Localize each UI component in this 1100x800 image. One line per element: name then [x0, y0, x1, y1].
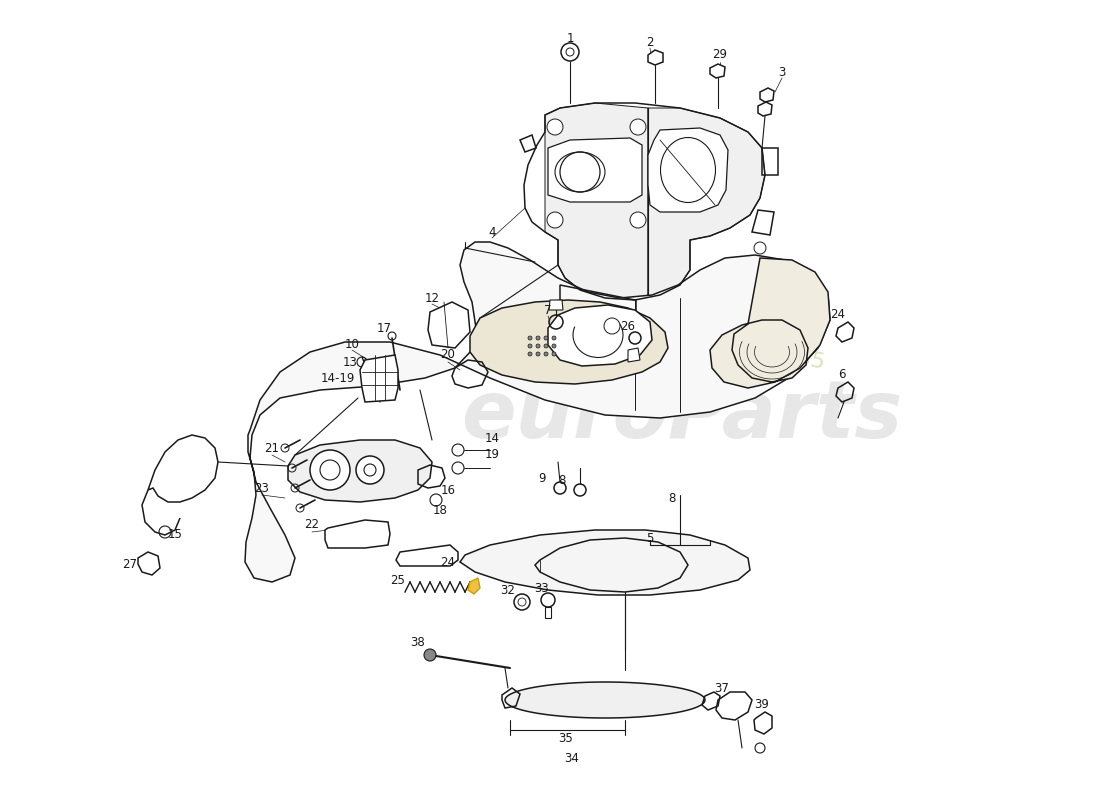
Polygon shape	[548, 305, 652, 366]
Text: 38: 38	[410, 635, 426, 649]
Circle shape	[514, 594, 530, 610]
Text: 39: 39	[755, 698, 769, 711]
Text: 34: 34	[564, 751, 580, 765]
Circle shape	[547, 119, 563, 135]
Polygon shape	[505, 682, 705, 718]
Circle shape	[528, 336, 532, 340]
Text: 7: 7	[544, 303, 552, 317]
Text: 12: 12	[425, 291, 440, 305]
Polygon shape	[468, 578, 480, 594]
Polygon shape	[549, 300, 563, 310]
Text: 4: 4	[488, 226, 496, 238]
Text: 22: 22	[305, 518, 319, 531]
Circle shape	[356, 456, 384, 484]
Text: 37: 37	[715, 682, 729, 694]
Text: 21: 21	[264, 442, 279, 454]
Polygon shape	[470, 300, 668, 384]
Text: 24: 24	[830, 309, 846, 322]
Polygon shape	[548, 138, 642, 202]
Text: 8: 8	[669, 491, 675, 505]
Circle shape	[552, 344, 556, 348]
Circle shape	[630, 119, 646, 135]
Text: 14: 14	[484, 431, 499, 445]
Text: 25: 25	[390, 574, 406, 586]
Text: 8: 8	[559, 474, 565, 486]
Text: 18: 18	[432, 503, 448, 517]
Circle shape	[424, 649, 436, 661]
Circle shape	[528, 344, 532, 348]
Text: 3: 3	[779, 66, 785, 78]
Text: 27: 27	[122, 558, 138, 571]
Polygon shape	[648, 128, 728, 212]
Circle shape	[630, 212, 646, 228]
Text: euroParts: euroParts	[461, 377, 903, 455]
Text: 16: 16	[440, 483, 455, 497]
Circle shape	[547, 212, 563, 228]
Circle shape	[544, 344, 548, 348]
Text: 15: 15	[167, 529, 183, 542]
Circle shape	[561, 43, 579, 61]
Text: 32: 32	[500, 583, 516, 597]
Polygon shape	[628, 348, 640, 362]
Text: 23: 23	[254, 482, 270, 494]
Text: 10: 10	[344, 338, 360, 351]
Polygon shape	[635, 108, 764, 300]
Text: 35: 35	[559, 731, 573, 745]
Circle shape	[560, 152, 600, 192]
Circle shape	[364, 464, 376, 476]
Polygon shape	[288, 440, 432, 502]
Polygon shape	[396, 545, 458, 566]
Circle shape	[552, 336, 556, 340]
Text: 14-19: 14-19	[321, 371, 355, 385]
Circle shape	[541, 593, 556, 607]
Text: 26: 26	[620, 319, 636, 333]
Polygon shape	[648, 50, 663, 65]
Text: 29: 29	[713, 49, 727, 62]
Polygon shape	[710, 258, 830, 388]
Text: 20: 20	[441, 349, 455, 362]
Polygon shape	[428, 302, 470, 348]
Polygon shape	[710, 64, 725, 78]
Circle shape	[566, 48, 574, 56]
Polygon shape	[245, 242, 830, 582]
Text: 5: 5	[647, 531, 653, 545]
Text: 33: 33	[535, 582, 549, 594]
Circle shape	[536, 336, 540, 340]
Text: 2: 2	[647, 35, 653, 49]
Circle shape	[544, 352, 548, 356]
Circle shape	[552, 352, 556, 356]
Polygon shape	[760, 88, 774, 102]
Text: 19: 19	[484, 449, 499, 462]
Text: a passion for parts since 1985: a passion for parts since 1985	[493, 283, 827, 373]
Text: 1: 1	[566, 31, 574, 45]
Circle shape	[544, 336, 548, 340]
Text: 17: 17	[376, 322, 392, 334]
Text: 24: 24	[440, 555, 455, 569]
Polygon shape	[460, 530, 750, 595]
Polygon shape	[544, 607, 551, 618]
Circle shape	[536, 344, 540, 348]
Text: 13: 13	[342, 355, 358, 369]
Polygon shape	[324, 520, 390, 548]
Circle shape	[310, 450, 350, 490]
Circle shape	[320, 460, 340, 480]
Polygon shape	[360, 355, 398, 402]
Circle shape	[518, 598, 526, 606]
Polygon shape	[544, 103, 648, 300]
Polygon shape	[758, 102, 772, 116]
Text: 9: 9	[538, 471, 546, 485]
Text: 6: 6	[838, 369, 846, 382]
Circle shape	[536, 352, 540, 356]
Circle shape	[604, 318, 620, 334]
Circle shape	[528, 352, 532, 356]
